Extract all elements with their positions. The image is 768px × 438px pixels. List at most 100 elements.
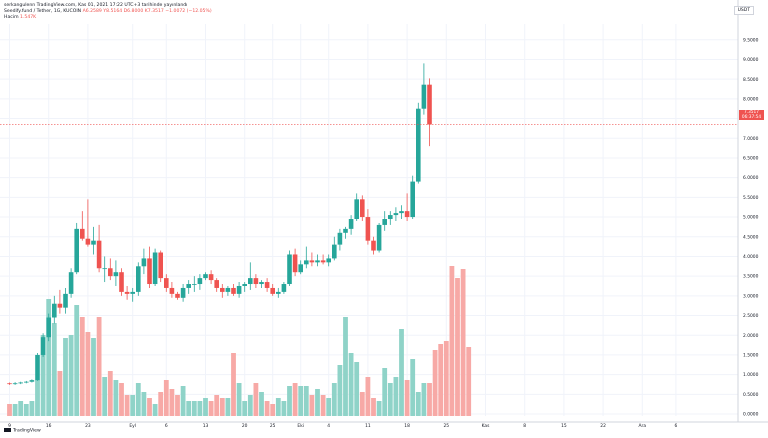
candle-body <box>348 219 354 229</box>
ohlc-high: Y8.5164 <box>103 9 123 14</box>
volume-bar <box>152 404 158 416</box>
volume-bar <box>247 395 253 416</box>
volume-bar <box>455 278 460 416</box>
candle-body <box>236 285 242 294</box>
volume-bar <box>399 329 404 416</box>
time-tick-label: 20 <box>242 423 248 429</box>
time-tick-label: 16 <box>46 423 52 429</box>
time-tick-label: 22 <box>600 423 606 429</box>
time-tick-label: 6 <box>165 423 168 429</box>
candle-body <box>298 264 303 273</box>
volume-bar <box>135 383 141 416</box>
price-tick-label: 4.0000 <box>743 254 759 260</box>
candle-body <box>169 287 175 294</box>
candle-body <box>399 211 404 214</box>
candle-body <box>287 254 292 285</box>
ohlc-low: D6.8000 <box>123 9 144 14</box>
candle-body <box>248 278 253 285</box>
time-tick-label: Kas <box>482 423 490 429</box>
candle-body <box>12 383 18 385</box>
volume-bar <box>315 389 320 416</box>
price-tick-label: 0.5000 <box>743 392 759 398</box>
volume-bar <box>46 299 52 416</box>
volume-bar <box>23 404 29 416</box>
volume-bar <box>18 401 24 416</box>
candle-body <box>147 258 152 285</box>
volume-bar <box>85 332 91 416</box>
volume-bar <box>421 383 427 416</box>
candle-body <box>382 219 387 225</box>
candle-body <box>208 274 214 281</box>
candle-body <box>214 280 219 288</box>
candle-body <box>332 244 337 259</box>
volume-bar <box>119 383 124 416</box>
volume-bar <box>236 383 242 416</box>
candle-body <box>315 260 320 263</box>
volume-bar <box>348 353 354 416</box>
price-tick-label: 3.5000 <box>743 274 759 280</box>
candle-body <box>46 317 51 338</box>
candle-body <box>259 282 264 285</box>
volume-bar <box>231 353 236 416</box>
volume-bar <box>331 383 337 416</box>
volume-bar <box>186 401 192 416</box>
volume-bar <box>29 401 35 416</box>
volume-bar <box>57 371 63 416</box>
volume-bar <box>203 398 208 416</box>
volume-bar <box>208 401 214 416</box>
volume-bar <box>35 380 40 416</box>
price-tick-label: 0.0000 <box>743 412 759 418</box>
last-price-tag: 7.3517 06:37:54 <box>739 110 764 120</box>
candle-body <box>119 272 124 292</box>
candle-body <box>376 224 382 251</box>
volume-bar <box>130 395 136 416</box>
price-tick-label: 8.0000 <box>743 96 759 102</box>
price-tick-label: 7.0000 <box>743 136 759 142</box>
bar-countdown: 06:37:54 <box>741 115 762 120</box>
volume-bar <box>382 368 388 416</box>
price-tick-label: 2.5000 <box>743 313 759 319</box>
price-tick-label: 9.0000 <box>743 57 759 63</box>
price-tick-label: 5.0000 <box>743 215 759 221</box>
candle-body <box>130 291 135 294</box>
candle-body <box>354 199 359 220</box>
candle-body <box>124 291 130 294</box>
price-tick-label: 6.0000 <box>743 175 759 181</box>
time-tick-label: 4 <box>327 423 330 429</box>
volume-bar <box>79 317 85 416</box>
candle-body <box>292 254 298 273</box>
candle-body <box>393 213 399 216</box>
candle-body <box>96 240 102 269</box>
volume-bar <box>107 371 113 416</box>
volume-bar <box>253 383 259 416</box>
price-tick-label: 3.0000 <box>743 293 759 299</box>
candle-body <box>113 272 119 277</box>
volume-bar <box>7 404 12 416</box>
volume-bar <box>292 383 298 416</box>
candle-body <box>427 84 432 125</box>
candle-body <box>281 284 287 292</box>
tradingview-logo[interactable]: TradingView <box>4 428 41 434</box>
time-tick-label: 8 <box>523 423 526 429</box>
candle-body <box>164 278 169 288</box>
time-tick-label: 25 <box>444 423 450 429</box>
candle-body <box>326 258 331 263</box>
time-tick-label: Eki <box>297 423 304 429</box>
candle-body <box>24 381 29 383</box>
time-tick-label: Eyl <box>129 423 136 429</box>
volume-bar <box>427 383 432 416</box>
price-tick-label: 9.5000 <box>743 37 759 43</box>
volume-bar <box>365 377 371 416</box>
candle-body <box>91 240 96 245</box>
currency-badge[interactable]: USDT <box>733 6 754 15</box>
time-tick-label: 15 <box>561 423 567 429</box>
candle-body <box>276 291 281 294</box>
volume-bar <box>102 377 108 416</box>
candle-body <box>197 278 203 285</box>
candle-body <box>343 228 348 233</box>
volume-bar <box>438 344 444 416</box>
candle-body <box>18 382 23 384</box>
volume-bar <box>158 392 164 416</box>
ohlc-open: A6.2589 <box>82 9 102 14</box>
